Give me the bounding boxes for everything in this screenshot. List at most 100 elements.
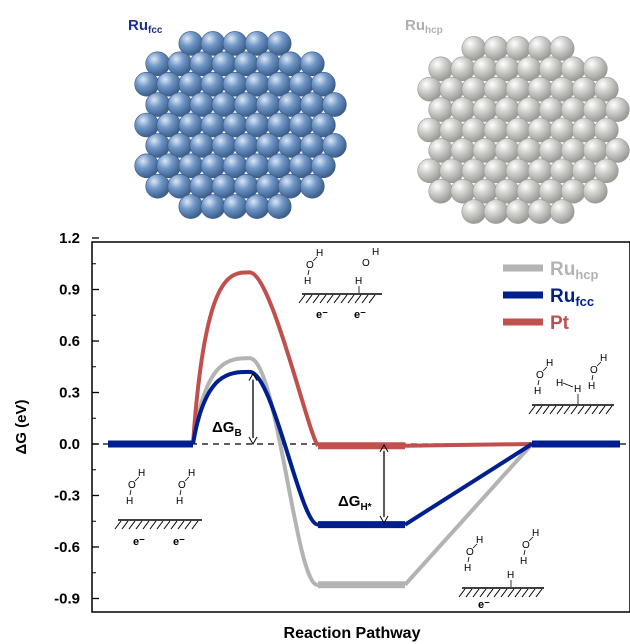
cluster-label-hcp: Ruhcp	[405, 17, 443, 36]
atom-sphere	[428, 178, 454, 204]
water-molecule-icon: OH H	[304, 248, 323, 287]
barrier-curve	[191, 369, 319, 527]
y-tick-label: -0.9	[54, 591, 80, 608]
svg-text:H: H	[520, 556, 527, 567]
y-axis: 1.2 0.9 0.6 0.3 0.0 -0.3 -0.6 -0.9	[54, 230, 99, 608]
atom-sphere	[145, 173, 171, 199]
y-tick-label: 1.2	[59, 230, 80, 247]
atom-sphere	[505, 199, 531, 224]
atom-sphere	[582, 178, 608, 204]
svg-text:O: O	[306, 260, 314, 271]
svg-text:H: H	[138, 468, 145, 479]
svg-text:H: H	[176, 496, 183, 507]
atom-sphere	[594, 158, 619, 184]
svg-text:H: H	[507, 570, 514, 581]
atom-sphere	[605, 138, 630, 163]
electron-label: e⁻	[354, 309, 366, 321]
svg-text:O: O	[522, 540, 530, 551]
desorption-line	[404, 442, 533, 448]
ru-fcc-cluster-image	[134, 31, 347, 219]
atom-sphere	[311, 71, 336, 97]
x-axis-title: Reaction Pathway	[284, 625, 421, 642]
y-axis-title: ΔG (eV)	[13, 400, 30, 455]
legend: Ruhcp Rufcc Pt	[503, 259, 598, 334]
h-adsorption-arrow	[379, 443, 389, 524]
y-tick-label: -0.3	[54, 488, 80, 505]
atom-sphere	[266, 31, 292, 56]
atom-sphere	[178, 194, 204, 219]
delta-gh-label: ΔGH*	[338, 493, 372, 513]
atom-sphere	[322, 92, 347, 117]
electron-label: e⁻	[316, 309, 328, 321]
svg-text:H: H	[316, 248, 323, 259]
y-tick-label: -0.6	[54, 539, 80, 556]
series-ruhcp	[191, 356, 534, 589]
water-molecule-icon: OH H	[464, 535, 483, 574]
barrier-arrow	[248, 372, 258, 446]
svg-text:H: H	[546, 358, 553, 369]
adsorbed-h-atom: H	[507, 570, 514, 587]
water-molecule-icon: OH H	[534, 358, 553, 397]
hatched-surface-icon	[298, 293, 382, 304]
svg-text:H: H	[534, 386, 541, 397]
electron-label: e⁻	[478, 599, 490, 611]
water-molecule-icon: OH H	[126, 468, 145, 507]
atom-sphere	[582, 56, 608, 82]
barrier-curve	[191, 356, 319, 587]
svg-text:H: H	[556, 378, 563, 389]
svg-text:H: H	[372, 247, 379, 258]
svg-text:H: H	[532, 528, 539, 539]
atom-sphere	[222, 194, 248, 219]
svg-text:H: H	[188, 468, 195, 479]
svg-text:H: H	[355, 276, 362, 287]
series-pt	[191, 270, 533, 450]
delta-gb-label: ΔGB	[212, 419, 242, 439]
atom-sphere	[322, 133, 347, 158]
atom-sphere	[299, 173, 325, 199]
atom-sphere	[299, 51, 325, 77]
atom-sphere	[244, 194, 270, 219]
atom-sphere	[311, 112, 336, 138]
water-molecule-icon: OH H	[176, 468, 195, 507]
legend-entry: Ruhcp	[503, 259, 598, 282]
svg-text:O: O	[178, 480, 186, 491]
svg-text:H: H	[588, 381, 595, 392]
svg-text:O: O	[466, 547, 474, 558]
svg-text:O: O	[128, 480, 136, 491]
hatched-surface-icon	[528, 404, 614, 415]
atom-sphere	[461, 199, 487, 224]
atom-sphere	[549, 199, 575, 224]
series-rufcc	[191, 369, 534, 529]
svg-text:Pt: Pt	[550, 313, 570, 334]
atom-sphere	[483, 199, 509, 224]
svg-text:Ruhcp: Ruhcp	[550, 259, 598, 282]
series-group	[108, 270, 620, 589]
hatched-surface-icon	[114, 519, 202, 530]
atom-sphere	[200, 194, 226, 219]
water-molecule-icon: OH H	[588, 353, 607, 392]
h2-molecule: HH	[556, 378, 581, 404]
svg-text:H: H	[464, 563, 471, 574]
svg-text:H: H	[126, 496, 133, 507]
atom-sphere	[266, 194, 292, 219]
svg-text:H: H	[304, 276, 311, 287]
hatched-surface-icon	[458, 587, 544, 598]
svg-text:O: O	[536, 370, 544, 381]
desorption-line	[403, 442, 534, 527]
desorption-line	[403, 442, 534, 587]
atom-sphere	[549, 36, 575, 61]
atom-sphere	[527, 199, 553, 224]
cluster-label-fcc: Rufcc	[128, 17, 163, 36]
y-tick-label: 0.0	[59, 436, 80, 453]
water-molecule-icon: OH H	[520, 528, 539, 567]
ru-hcp-cluster-image	[417, 36, 630, 224]
water-molecule-icon: OH H	[355, 247, 379, 293]
atom-sphere	[311, 153, 336, 179]
svg-text:Rufcc: Rufcc	[550, 286, 594, 309]
